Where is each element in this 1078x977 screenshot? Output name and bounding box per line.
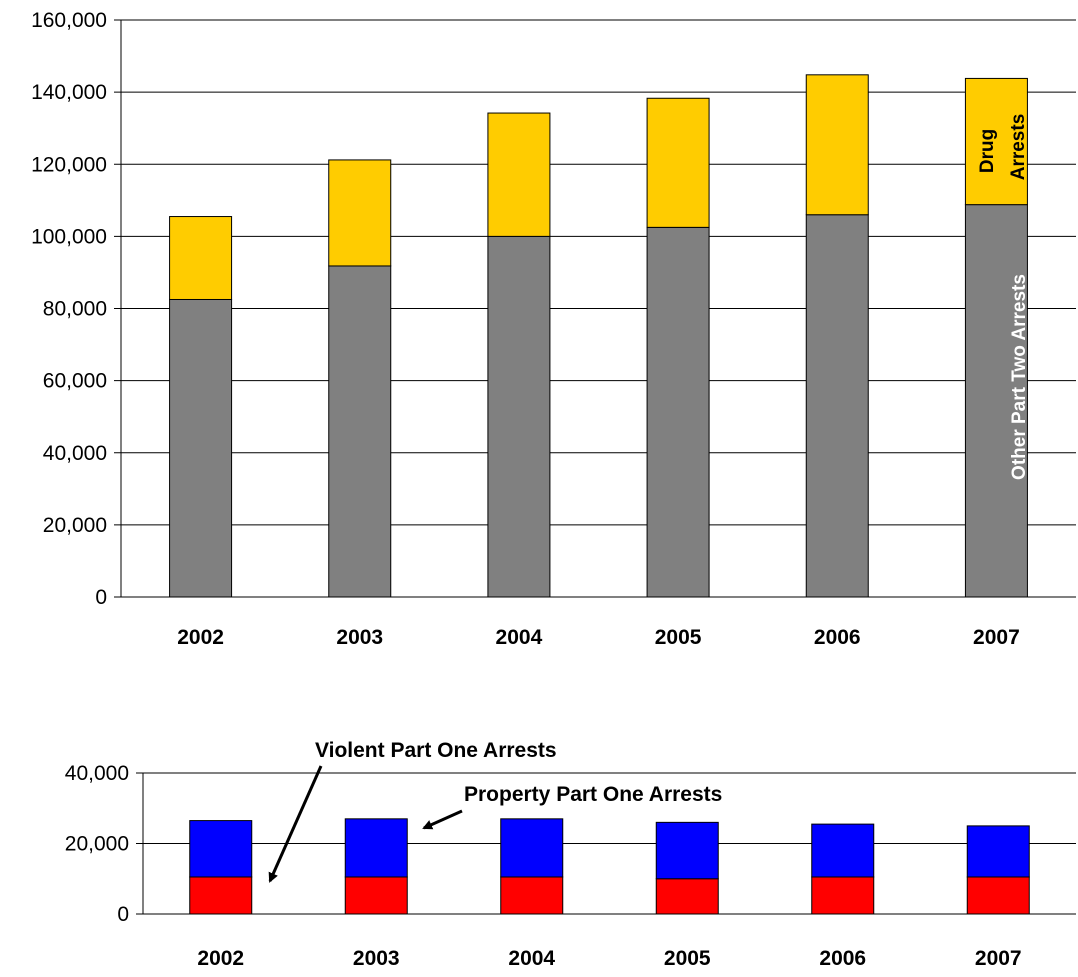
ytick-label-20-000: 20,000	[65, 833, 129, 856]
property-part-one-annotation: Property Part One Arrests	[464, 783, 722, 806]
x-category-label-2002: 2002	[197, 947, 244, 970]
top-gridlines	[121, 20, 1076, 525]
bar-drug-arrests-2005	[647, 98, 709, 227]
ytick-label-160-000: 160,000	[31, 9, 107, 32]
bar-property-part-one-arrests-2003	[345, 819, 407, 877]
ytick-label-140-000: 140,000	[31, 81, 107, 104]
x-category-label-2005: 2005	[664, 947, 711, 970]
bar-drug-arrests-2004	[488, 113, 550, 236]
bar-drug-arrests-2006	[806, 75, 868, 215]
bar-other-part-two-arrests-2003	[329, 266, 391, 597]
bar-property-part-one-arrests-2007	[967, 826, 1029, 877]
property-arrow	[424, 811, 462, 828]
bar-property-part-one-arrests-2006	[812, 824, 874, 877]
x-category-label-2007: 2007	[975, 947, 1022, 970]
bar-violent-part-one-arrests-2005	[656, 879, 718, 914]
ytick-label-60-000: 60,000	[43, 370, 107, 393]
x-category-label-2005: 2005	[655, 626, 702, 649]
ytick-label-20-000: 20,000	[43, 514, 107, 537]
top-bars	[170, 75, 1028, 597]
ytick-label-120-000: 120,000	[31, 153, 107, 176]
ytick-label-40-000: 40,000	[43, 442, 107, 465]
x-category-label-2003: 2003	[336, 626, 383, 649]
ytick-label-0: 0	[117, 903, 129, 926]
ytick-label-40-000: 40,000	[65, 762, 129, 785]
top-chart: 0 20,000 40,000 60,000 80,000 100,000 120,000 1…	[31, 9, 1076, 649]
ytick-label-0: 0	[95, 586, 107, 609]
ytick-label-80-000: 80,000	[43, 298, 107, 321]
bar-violent-part-one-arrests-2007	[967, 877, 1029, 914]
bar-other-part-two-arrests-2006	[806, 215, 868, 597]
bottom-bars	[190, 819, 1030, 914]
other-part-two-label: Other Part Two Arrests	[1009, 274, 1030, 480]
bar-violent-part-one-arrests-2006	[812, 877, 874, 914]
drug-arrests-label-line1: Drug	[977, 129, 998, 173]
bar-other-part-two-arrests-2002	[170, 299, 232, 597]
x-category-label-2002: 2002	[177, 626, 224, 649]
violent-part-one-annotation: Violent Part One Arrests	[315, 739, 557, 762]
bar-violent-part-one-arrests-2003	[345, 877, 407, 914]
bar-property-part-one-arrests-2002	[190, 821, 252, 877]
bar-drug-arrests-2002	[170, 217, 232, 300]
x-category-label-2003: 2003	[353, 947, 400, 970]
bar-violent-part-one-arrests-2002	[190, 877, 252, 914]
bar-other-part-two-arrests-2005	[647, 227, 709, 597]
x-category-label-2006: 2006	[814, 626, 861, 649]
x-category-label-2006: 2006	[819, 947, 866, 970]
violent-arrow	[270, 766, 321, 881]
drug-arrests-label-line2: Arrests	[1008, 114, 1029, 181]
x-category-label-2004: 2004	[496, 626, 543, 649]
x-category-label-2004: 2004	[508, 947, 555, 970]
ytick-label-100-000: 100,000	[31, 225, 107, 248]
bar-drug-arrests-2003	[329, 160, 391, 266]
bar-violent-part-one-arrests-2004	[501, 877, 563, 914]
bar-property-part-one-arrests-2005	[656, 822, 718, 878]
bottom-chart: 0 20,000 40,000 2002 2003 2004 2005 2006 2007 Vi…	[65, 739, 1076, 970]
x-category-label-2007: 2007	[973, 626, 1020, 649]
bar-other-part-two-arrests-2004	[488, 236, 550, 597]
bar-property-part-one-arrests-2004	[501, 819, 563, 877]
